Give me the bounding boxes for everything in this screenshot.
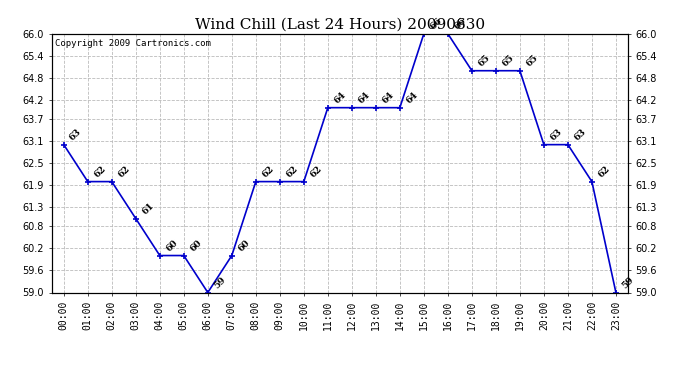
Text: 65: 65 <box>500 53 515 69</box>
Text: 65: 65 <box>476 53 491 69</box>
Text: 66: 66 <box>428 16 444 32</box>
Text: 62: 62 <box>92 164 107 180</box>
Text: 63: 63 <box>572 127 587 142</box>
Text: 64: 64 <box>356 90 371 105</box>
Text: 62: 62 <box>284 164 299 180</box>
Text: 61: 61 <box>140 201 155 216</box>
Text: 63: 63 <box>68 127 83 142</box>
Text: 59: 59 <box>620 275 635 290</box>
Text: 63: 63 <box>548 127 564 142</box>
Title: Wind Chill (Last 24 Hours) 20090630: Wind Chill (Last 24 Hours) 20090630 <box>195 17 485 31</box>
Text: 64: 64 <box>332 90 347 105</box>
Text: 59: 59 <box>212 275 227 290</box>
Text: 62: 62 <box>308 164 324 180</box>
Text: 62: 62 <box>260 164 275 180</box>
Text: Copyright 2009 Cartronics.com: Copyright 2009 Cartronics.com <box>55 39 210 48</box>
Text: 62: 62 <box>116 164 131 180</box>
Text: 60: 60 <box>188 238 203 254</box>
Text: 65: 65 <box>524 53 540 69</box>
Text: 66: 66 <box>452 16 467 32</box>
Text: 62: 62 <box>596 164 611 180</box>
Text: 64: 64 <box>380 90 395 105</box>
Text: 60: 60 <box>236 238 251 254</box>
Text: 60: 60 <box>164 238 179 254</box>
Text: 64: 64 <box>404 90 420 105</box>
